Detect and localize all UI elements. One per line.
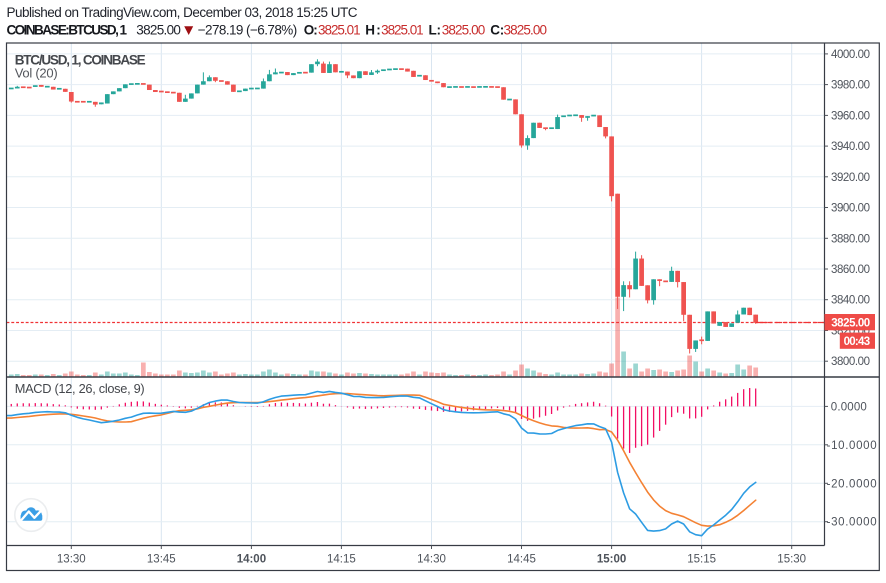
svg-text:MACD (12, 26, close, 9): MACD (12, 26, close, 9) [15,381,145,396]
svg-text:4000.00: 4000.00 [831,49,870,61]
svg-text:15:15: 15:15 [687,554,716,566]
svg-text:3940.00: 3940.00 [831,141,870,153]
svg-text:3825.00: 3825.00 [504,23,548,38]
svg-text:13:30: 13:30 [57,554,86,566]
svg-text:15:00: 15:00 [597,554,626,566]
svg-text:0.0000: 0.0000 [831,401,867,413]
svg-text:L:: L: [429,23,442,38]
svg-text:3880.00: 3880.00 [831,233,870,245]
svg-text:-10.0000: -10.0000 [827,440,877,452]
svg-text:3825.01: 3825.01 [318,23,361,38]
svg-text:3860.00: 3860.00 [831,264,870,276]
svg-text:Published on TradingView.com,: Published on TradingView.com, December 0… [7,5,358,20]
svg-text:14:30: 14:30 [417,554,446,566]
svg-text:3825.01: 3825.01 [381,23,424,38]
svg-text:3980.00: 3980.00 [831,80,870,92]
svg-text:3960.00: 3960.00 [831,110,870,122]
svg-text:-30.0000: -30.0000 [827,517,877,529]
svg-text:−278.19 (−6.78%): −278.19 (−6.78%) [198,23,298,38]
svg-text:-20.0000: -20.0000 [827,478,877,490]
svg-text:3900.00: 3900.00 [831,203,870,215]
svg-text:3825.00: 3825.00 [136,23,181,38]
svg-text:14:00: 14:00 [237,554,266,566]
svg-text:3840.00: 3840.00 [831,295,870,307]
svg-text:3920.00: 3920.00 [831,172,870,184]
svg-text:COINBASE:BTCUSD, 1: COINBASE:BTCUSD, 1 [7,23,128,38]
svg-text:H:: H: [365,23,381,38]
svg-text:BTC/USD, 1, COINBASE: BTC/USD, 1, COINBASE [15,52,146,67]
svg-text:14:45: 14:45 [507,554,536,566]
svg-text:C:: C: [490,23,504,38]
svg-text:14:15: 14:15 [327,554,356,566]
svg-text:3825.00: 3825.00 [442,23,486,38]
svg-text:Vol (20): Vol (20) [15,66,58,81]
svg-text:O:: O: [304,23,318,38]
svg-text:3800.00: 3800.00 [831,356,870,368]
svg-text:3825.00: 3825.00 [831,318,870,330]
svg-text:15:30: 15:30 [777,554,806,566]
svg-text:00:43: 00:43 [844,336,871,348]
svg-text:13:45: 13:45 [147,554,176,566]
